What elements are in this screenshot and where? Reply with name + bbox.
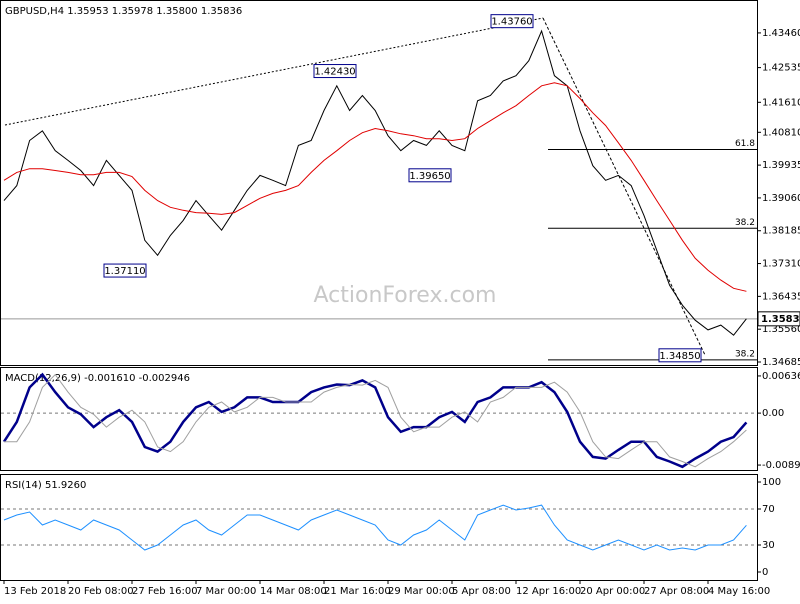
macd-panel: [0, 367, 758, 471]
x-tick-label: 12 Apr 16:00: [516, 586, 581, 597]
series-line: [3, 504, 747, 551]
x-tick-label: 14 Mar 08:00: [260, 586, 327, 597]
y-tick-label: 30: [762, 540, 775, 551]
x-tick-label: 20 Feb 08:00: [68, 586, 134, 597]
x-tick-label: 7 Mar 00:00: [196, 586, 256, 597]
fib-label: 38.2: [735, 349, 755, 359]
y-tick-label: 100: [762, 477, 781, 488]
y-tick-label: 1.39060: [762, 193, 800, 204]
watermark: ActionForex.com: [314, 283, 497, 308]
y-tick-label: -0.008903: [762, 460, 800, 471]
x-tick-label: 4 May 16:00: [708, 586, 770, 597]
panel-title: RSI(14) 51.9260: [5, 480, 86, 491]
fib-label: 61.8: [735, 139, 755, 149]
x-tick-label: 5 Apr 08:00: [452, 586, 511, 597]
annotation-box: [103, 263, 147, 278]
y-tick-label: 1.38185: [762, 226, 800, 237]
series-line: [2, 372, 748, 469]
y-tick-label: 0: [762, 567, 768, 578]
y-tick-label: 1.39935: [762, 160, 800, 171]
y-tick-label: 1.36435: [762, 291, 800, 302]
x-tick-label: 27 Apr 08:00: [644, 586, 709, 597]
series-line: [4, 373, 747, 468]
series-line: [3, 82, 747, 292]
panel-title: GBPUSD,H4 1.35953 1.35978 1.35800 1.3583…: [5, 6, 242, 17]
price-tag: [757, 311, 800, 327]
rsi-panel: [0, 474, 758, 581]
annotation-box: [658, 348, 702, 363]
panel-title: MACD(12,26,9) -0.001610 -0.002946: [5, 373, 190, 384]
trend-line: [4, 17, 544, 126]
annotation-box: [408, 168, 452, 183]
y-tick-label: 1.41610: [762, 97, 800, 108]
y-tick-label: 1.37310: [762, 259, 800, 270]
price-tag-label: 1.35836: [761, 314, 800, 325]
price-panel: [0, 0, 758, 366]
fib-label: 38.2: [735, 218, 755, 228]
y-tick-label: 1.34685: [762, 357, 800, 368]
x-tick-label: 27 Feb 16:00: [132, 586, 198, 597]
annotation-box: [490, 14, 534, 29]
annotation-label: 1.34850: [659, 351, 700, 362]
annotation-label: 1.37110: [104, 266, 145, 277]
x-tick-label: 21 Mar 16:00: [324, 586, 391, 597]
annotation-label: 1.43760: [491, 17, 532, 28]
annotation-label: 1.42430: [314, 67, 355, 78]
y-tick-label: 0.006368: [762, 371, 800, 382]
y-tick-label: 1.35560: [762, 324, 800, 335]
y-tick-label: 1.43460: [762, 28, 800, 39]
x-tick-label: 29 Mar 00:00: [388, 586, 455, 597]
y-tick-label: 1.40810: [762, 127, 800, 138]
y-tick-label: 0.00: [762, 408, 784, 419]
y-tick-label: 1.42535: [762, 63, 800, 74]
series-line: [3, 29, 747, 336]
annotation-label: 1.39650: [409, 171, 450, 182]
y-tick-label: 70: [762, 504, 775, 515]
x-tick-label: 13 Feb 2018: [4, 586, 66, 597]
x-tick-label: 20 Apr 00:00: [580, 586, 645, 597]
annotation-box: [313, 64, 357, 79]
